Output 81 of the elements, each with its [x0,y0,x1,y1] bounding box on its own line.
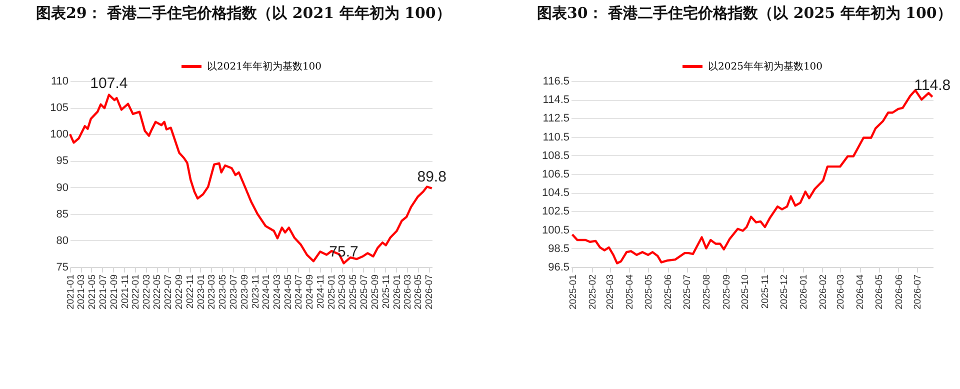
x-tick-label: 2025-07 [358,274,370,310]
y-tick-label: 114.5 [542,94,570,106]
y-tick-label: 116.5 [542,76,570,88]
y-tick-label: 75 [56,262,68,274]
x-tick-label: 2025-01 [326,274,338,310]
annotation: 114.8 [914,76,951,94]
x-tick-label: 2025-05 [348,274,359,310]
y-tick-label: 80 [56,234,68,247]
x-tick-label: 2023-09 [239,274,250,310]
x-tick-label: 2022-03 [141,274,152,310]
annotation: 107.4 [90,74,128,92]
x-tick-label: 2026-03 [836,274,847,310]
x-tick-label: 2025-05 [644,274,655,310]
x-tick-label: 2023-03 [206,274,218,310]
y-tick-label: 85 [56,208,68,220]
x-tick-label: 2022-09 [174,274,186,310]
x-tick-label: 2024-07 [294,274,305,310]
x-tick-label: 2022-11 [185,274,196,309]
x-tick-label: 2026-01 [392,274,403,310]
x-tick-label: 2025-08 [702,274,713,310]
x-tick-label: 2024-01 [261,274,272,310]
x-tick-label: 2026-05 [874,274,886,310]
x-tick-label: 2023-07 [228,274,240,310]
x-tick-label: 2025-02 [587,274,598,310]
x-tick-label: 2025-03 [337,274,348,310]
x-tick-label: 2025-11 [760,274,771,309]
x-tick-label: 2021-01 [66,274,76,310]
y-tick-label: 106.5 [542,168,570,180]
x-tick-label: 2024-05 [282,274,294,310]
legend-label: 以2021年年初为基数100 [207,60,322,72]
x-tick-label: 2022-01 [130,274,142,310]
chart-title: 图表30： 香港二手住宅价格指数（以 2025 年年初为 100） [537,4,952,22]
legend-label: 以2025年年初为基数100 [708,60,823,72]
x-tick-label: 2024-09 [304,274,316,310]
x-tick-label: 2023-01 [196,274,207,310]
x-tick-label: 2023-05 [217,274,228,310]
x-tick-label: 2024-03 [272,274,283,310]
y-tick-label: 104.5 [542,187,570,200]
x-tick-label: 2021-03 [76,274,88,310]
y-tick-label: 110 [50,76,68,88]
x-tick-label: 2026-02 [818,274,829,310]
line-series [571,89,934,264]
y-tick-label: 102.5 [542,206,570,218]
x-tick-label: 2022-07 [163,274,174,310]
x-tick-label: 2026-07 [912,274,924,310]
y-tick-label: 100.5 [542,224,570,236]
x-tick-label: 2025-04 [624,274,636,310]
annotation: 75.7 [329,243,358,260]
x-tick-label: 2026-07 [424,274,436,310]
x-tick-label: 2025-07 [682,274,694,310]
x-tick-label: 2025-09 [721,274,732,310]
x-tick-label: 2025-11 [380,274,392,309]
x-tick-label: 2024-11 [316,274,327,309]
y-tick-label: 105 [50,102,68,114]
x-tick-label: 2026-06 [894,274,905,310]
x-tick-label: 2021-07 [98,274,109,310]
y-tick-label: 110.5 [542,131,570,144]
x-tick-label: 2021-09 [108,274,120,310]
x-tick-label: 2025-09 [370,274,381,310]
annotation: 89.8 [417,168,446,186]
y-tick-label: 90 [56,182,68,194]
x-tick-label: 2026-05 [413,274,424,310]
y-tick-label: 96.5 [548,262,570,274]
x-tick-label: 2026-03 [402,274,414,310]
x-tick-label: 2025-03 [605,274,616,310]
x-tick-label: 2026-01 [798,274,810,310]
x-tick-label: 2025-01 [568,274,579,310]
y-tick-label: 95 [56,155,68,168]
chart-title: 图表29： 香港二手住宅价格指数（以 2021 年年初为 100） [36,4,451,22]
y-tick-label: 112.5 [542,112,570,125]
x-tick-label: 2022-05 [152,274,164,310]
x-tick-label: 2025-12 [778,274,790,310]
x-tick-label: 2025-10 [740,274,752,310]
x-tick-label: 2025-06 [663,274,674,310]
x-tick-label: 2021-11 [120,274,131,309]
x-tick-label: 2021-05 [86,274,98,310]
x-tick-label: 2026-04 [855,274,866,310]
y-tick-label: 98.5 [548,242,570,255]
x-tick-label: 2023-11 [250,274,262,309]
y-tick-label: 108.5 [542,150,570,162]
y-tick-label: 100 [50,128,68,141]
